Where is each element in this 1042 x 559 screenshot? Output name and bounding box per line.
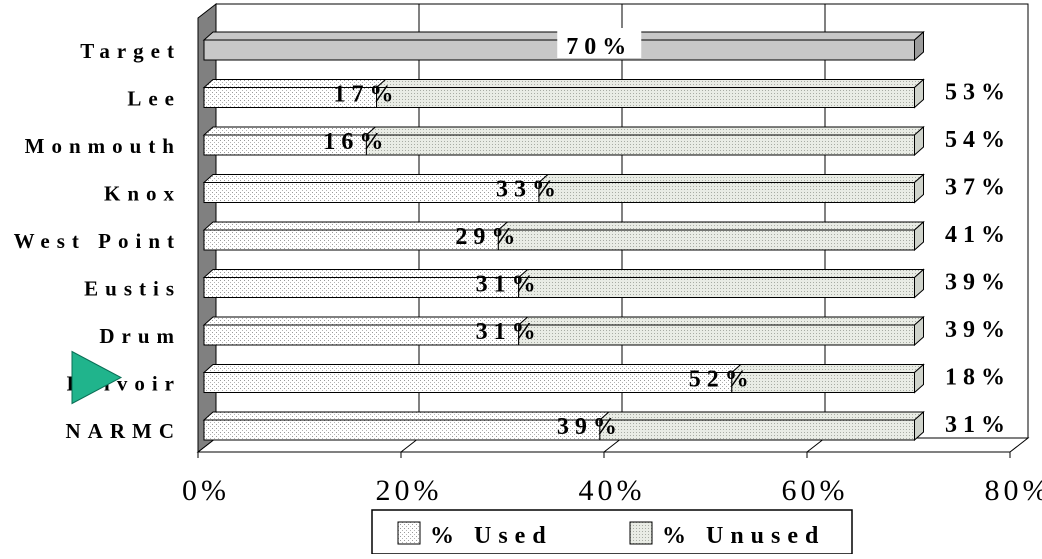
bar-unused-front [498,230,914,250]
unused-value-label: 18% [945,365,1011,391]
x-tick-label: 60% [782,474,849,507]
used-value-label: 29% [455,224,521,250]
legend-label-used: % Used [430,523,553,549]
used-value-label: 33% [496,177,562,203]
bar-unused-front [519,278,915,298]
unused-value-label: 39% [945,270,1011,296]
bar-unused-top [600,412,924,420]
category-label: NARMC [66,419,181,443]
used-value-label: 17% [334,82,400,108]
bar-used-front [204,183,539,203]
used-value-label: 31% [476,319,542,345]
unused-value-label: 41% [945,222,1011,248]
legend-label-unused: % Unused [662,523,825,549]
bar-unused-front [519,325,915,345]
legend-swatch-used [398,522,420,544]
x-tick-label: 40% [579,474,646,507]
legend-swatch-unused [630,522,652,544]
category-label: West Point [14,229,181,253]
x-tick-label: 0% [182,474,230,507]
bar-used-front [204,373,732,393]
used-value-label: 52% [689,367,755,393]
unused-value-label: 31% [945,412,1011,438]
unused-value-label: 54% [945,127,1011,153]
bar-used-front [204,278,519,298]
bar-used-front [204,325,519,345]
bar-used-top [204,365,741,373]
bar-unused-front [732,373,915,393]
bar-unused-top [498,222,923,230]
bar-unused-top [732,365,924,373]
used-value-label: 39% [557,414,623,440]
category-label: Knox [104,182,181,206]
unused-value-label: 37% [945,175,1011,201]
category-label: Target [80,39,181,63]
bar-unused-top [366,127,923,135]
used-value-label: 31% [476,272,542,298]
triangle-marker [72,352,121,404]
used-value-label: 70% [566,34,632,60]
bar-used-front [204,230,498,250]
category-label: Eustis [84,277,181,301]
bar-unused-front [600,420,915,440]
category-label: Lee [127,87,181,111]
bar-unused-front [366,135,914,155]
x-tick-label: 80% [985,474,1042,507]
category-label: Monmouth [25,134,181,158]
x-tick-label: 20% [376,474,443,507]
bar-unused-top [377,80,924,88]
bar-unused-front [377,88,915,108]
bar-unused-top [539,175,924,183]
unused-value-label: 53% [945,80,1011,106]
bar-unused-top [519,270,924,278]
category-label: Drum [99,324,181,348]
bar-used-top [204,412,609,420]
used-value-label: 16% [323,129,389,155]
bar-unused-front [539,183,915,203]
bar-unused-top [519,317,924,325]
bar-used-front [204,420,600,440]
unused-value-label: 39% [945,317,1011,343]
